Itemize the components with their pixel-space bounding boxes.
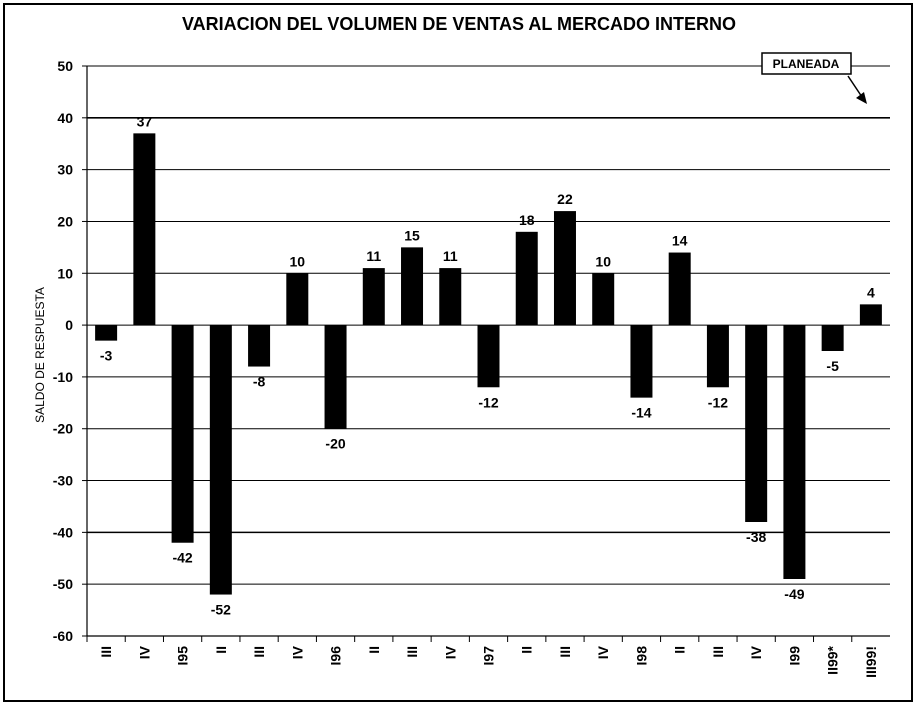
y-axis-label: SALDO DE RESPUESTA xyxy=(33,287,47,423)
bar xyxy=(745,325,768,522)
bar xyxy=(668,252,691,326)
x-tick-label: II xyxy=(672,646,688,654)
data-label: -8 xyxy=(253,374,266,390)
x-tick-label: IV xyxy=(595,645,611,659)
data-label: 14 xyxy=(672,233,688,249)
data-label: -49 xyxy=(784,586,804,602)
x-tick-label: III xyxy=(251,646,267,658)
bar xyxy=(553,211,576,326)
annotation-label: PLANEADA xyxy=(773,57,840,71)
bars xyxy=(95,133,882,595)
y-tick-label: 50 xyxy=(57,58,73,74)
bar xyxy=(592,273,615,326)
x-tick-label: IV xyxy=(442,645,458,659)
data-labels: -3 37 -42 -52 -8 10 -20 11 15 11 -12 18 22 10 -14 14 -12… xyxy=(100,113,875,617)
x-tick-labels: III IV I95 II III IV I96 II III IV I97 II III IV I98 II… xyxy=(86,636,879,678)
y-tick-label: -20 xyxy=(53,421,73,437)
y-tick-label: -40 xyxy=(53,524,73,540)
data-label: -52 xyxy=(211,602,231,618)
y-tick-label: -50 xyxy=(53,576,73,592)
y-tick-label: -10 xyxy=(53,369,73,385)
data-label: 22 xyxy=(557,191,573,207)
y-tick-label: 30 xyxy=(57,162,73,178)
x-tick-label: I99 xyxy=(786,646,802,666)
data-label: 15 xyxy=(404,227,420,243)
bar xyxy=(783,325,806,579)
planned-annotation: PLANEADA xyxy=(761,52,867,104)
bar xyxy=(630,325,653,398)
data-label: -3 xyxy=(100,348,113,364)
chart-title: VARIACION DEL VOLUMEN DE VENTAS AL MERCA… xyxy=(182,14,736,34)
bar xyxy=(133,133,156,326)
x-tick-label: II99* xyxy=(825,645,841,674)
y-tick-label: -60 xyxy=(53,628,73,644)
data-label: -42 xyxy=(172,550,192,566)
bar xyxy=(401,247,424,326)
y-tick-label: 20 xyxy=(57,213,73,229)
bar xyxy=(477,325,500,388)
x-tick-label: III xyxy=(557,646,573,658)
bar xyxy=(706,325,729,388)
bar xyxy=(362,268,385,326)
x-tick-label: IV xyxy=(136,645,152,659)
bar xyxy=(209,325,232,595)
x-tick-label: IV xyxy=(748,645,764,659)
data-label: 10 xyxy=(290,253,306,269)
x-tick-label: III xyxy=(98,646,114,658)
bar xyxy=(324,325,347,429)
data-label: -20 xyxy=(325,436,345,452)
bar xyxy=(515,231,538,326)
data-label: 4 xyxy=(867,284,875,300)
x-tick-label: I95 xyxy=(175,646,191,666)
data-label: -14 xyxy=(631,405,651,421)
data-label: 11 xyxy=(366,248,381,264)
data-label: 10 xyxy=(595,253,611,269)
x-tick-label: I97 xyxy=(481,646,497,666)
y-tick-label: 0 xyxy=(65,317,73,333)
bar xyxy=(248,325,271,367)
data-label: -38 xyxy=(746,529,766,545)
bar xyxy=(821,325,844,351)
x-tick-label: II xyxy=(519,646,535,654)
data-label: 18 xyxy=(519,212,535,228)
data-label: -12 xyxy=(708,394,728,410)
x-tick-label: I96 xyxy=(328,646,344,666)
annotation-arrowhead xyxy=(856,92,867,104)
bar xyxy=(171,325,194,543)
bar xyxy=(859,304,882,326)
data-label: -12 xyxy=(478,394,498,410)
x-tick-label: III99! xyxy=(863,646,879,678)
x-tick-label: II xyxy=(213,646,229,654)
data-label: -5 xyxy=(826,358,839,374)
bar xyxy=(95,325,118,341)
x-tick-label: II xyxy=(366,646,382,654)
y-tick-labels: 50 40 30 20 10 0 -10 -20 -30 -40 -50 -60 xyxy=(53,58,73,644)
bar xyxy=(439,268,462,326)
x-tick-label: III xyxy=(404,646,420,658)
annotation-box xyxy=(761,52,852,75)
y-tick-label: 10 xyxy=(57,265,73,281)
data-label: 37 xyxy=(137,113,153,129)
x-tick-label: IV xyxy=(289,645,305,659)
y-tick-label: 40 xyxy=(57,110,73,126)
y-tick-label: -30 xyxy=(53,473,73,489)
bar xyxy=(286,273,309,326)
x-tick-label: I98 xyxy=(633,646,649,666)
data-label: 11 xyxy=(443,248,458,264)
x-tick-label: III xyxy=(710,646,726,658)
